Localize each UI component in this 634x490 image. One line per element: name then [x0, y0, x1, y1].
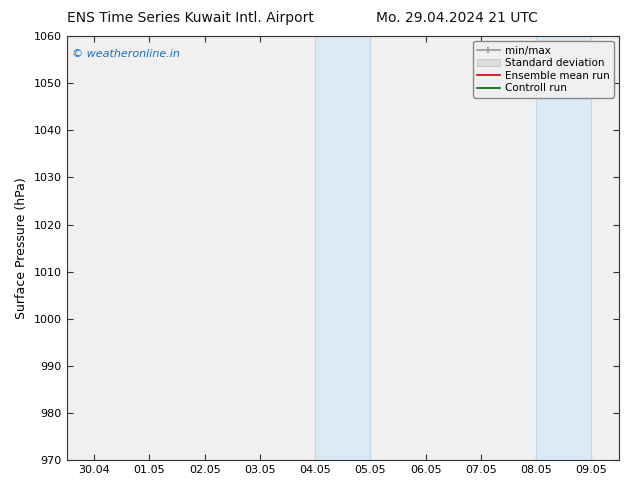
- Bar: [315, 36, 370, 460]
- Bar: [536, 36, 592, 460]
- Text: © weatheronline.in: © weatheronline.in: [72, 49, 180, 59]
- Text: ENS Time Series Kuwait Intl. Airport: ENS Time Series Kuwait Intl. Airport: [67, 11, 314, 25]
- Text: Mo. 29.04.2024 21 UTC: Mo. 29.04.2024 21 UTC: [375, 11, 538, 25]
- Legend: min/max, Standard deviation, Ensemble mean run, Controll run: min/max, Standard deviation, Ensemble me…: [472, 41, 614, 98]
- Y-axis label: Surface Pressure (hPa): Surface Pressure (hPa): [15, 177, 28, 319]
